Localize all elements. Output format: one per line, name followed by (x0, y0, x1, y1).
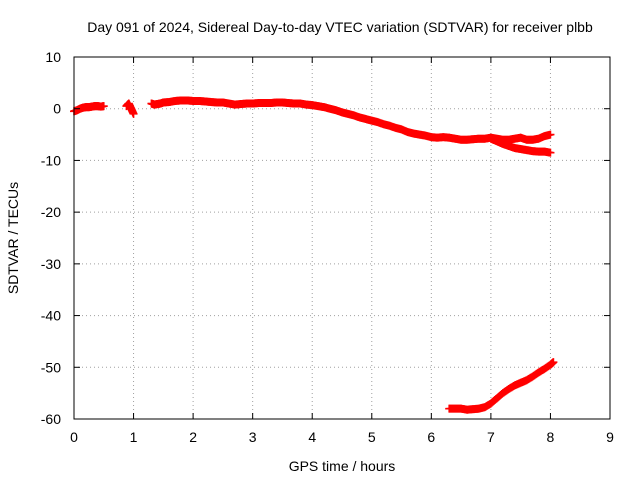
x-tick-label: 5 (368, 429, 376, 445)
x-tick-label: 3 (249, 429, 257, 445)
x-tick-label: 7 (487, 429, 495, 445)
y-axis-label: SDTVAR / TECUs (5, 182, 21, 294)
x-tick-label: 1 (130, 429, 138, 445)
data-point (546, 148, 555, 157)
series-lower-track (445, 358, 558, 414)
data-point (549, 358, 558, 367)
y-tick-label: 0 (53, 101, 61, 117)
y-tick-label: 10 (45, 49, 61, 65)
data-point (129, 109, 138, 118)
x-tick-label: 9 (606, 429, 614, 445)
x-tick-label: 0 (70, 429, 78, 445)
y-tick-label: -10 (41, 152, 61, 168)
x-tick-label: 6 (427, 429, 435, 445)
y-tick-label: -30 (41, 256, 61, 272)
x-axis-label: GPS time / hours (289, 458, 396, 474)
y-tick-label: -40 (41, 308, 61, 324)
data-point (99, 102, 108, 111)
x-tick-label: 8 (547, 429, 555, 445)
series-upper-track (70, 96, 555, 144)
y-tick-label: -50 (41, 359, 61, 375)
data-point (546, 130, 555, 139)
data-points (70, 96, 558, 414)
y-tick-label: -60 (41, 411, 61, 427)
plot-frame (73, 56, 611, 420)
y-tick-label: -20 (41, 204, 61, 220)
axis-ticks: 0 1 2 3 4 5 6 7 8 9 10 0 -10 -20 -30 -40 -50 -60 (41, 49, 614, 445)
chart-title: Day 091 of 2024, Sidereal Day-to-day VTE… (87, 19, 593, 35)
series-branch (486, 134, 555, 157)
x-tick-label: 2 (189, 429, 197, 445)
x-tick-label: 4 (308, 429, 316, 445)
